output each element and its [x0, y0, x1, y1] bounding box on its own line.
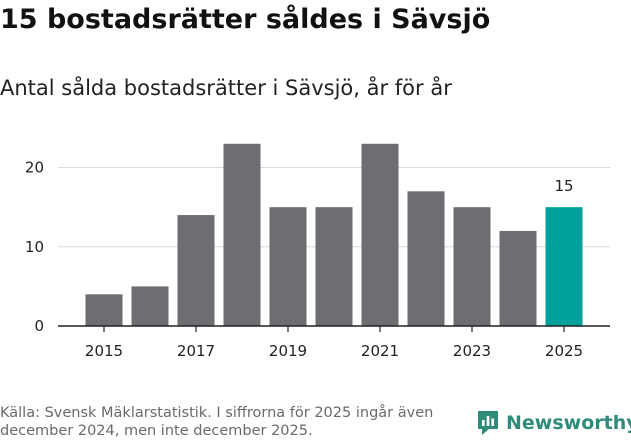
- bar-2016: [131, 286, 169, 326]
- newsworthy-logo-icon: [478, 411, 498, 435]
- x-tick-label: 2015: [85, 342, 123, 360]
- bar-2023: [453, 207, 491, 326]
- bar-2022: [407, 191, 445, 326]
- x-tick-label: 2019: [269, 342, 307, 360]
- bar-2025: [545, 207, 583, 326]
- bar-2017: [177, 215, 215, 326]
- bar-2021: [361, 143, 399, 326]
- x-tick-label: 2025: [545, 342, 583, 360]
- chart-title: 15 bostadsrätter såldes i Sävsjö: [0, 4, 491, 35]
- bar-2015: [85, 294, 123, 326]
- x-tick-label: 2021: [361, 342, 399, 360]
- chart-subtitle: Antal sålda bostadsrätter i Sävsjö, år f…: [0, 76, 452, 100]
- y-tick-label: 20: [25, 159, 44, 177]
- bar-2018: [223, 143, 261, 326]
- bar-2020: [315, 207, 353, 326]
- x-tick-label: 2023: [453, 342, 491, 360]
- y-tick-label: 0: [34, 317, 44, 335]
- x-tick-label: 2017: [177, 342, 215, 360]
- source-note: Källa: Svensk Mäklarstatistik. I siffror…: [0, 405, 434, 439]
- data-label: 15: [554, 177, 573, 195]
- bar-2019: [269, 207, 307, 326]
- bar-2024: [499, 230, 537, 326]
- newsworthy-logo[interactable]: Newsworthy: [476, 409, 631, 437]
- y-tick-label: 10: [25, 238, 44, 256]
- brand-name: Newsworthy: [506, 412, 631, 434]
